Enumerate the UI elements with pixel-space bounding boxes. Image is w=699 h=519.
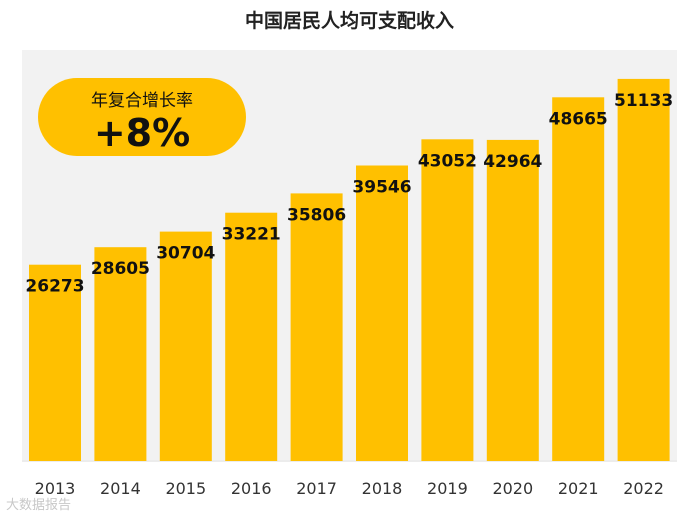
- bar-2018: [356, 165, 408, 461]
- cagr-badge-label: 年复合增长率: [91, 91, 193, 111]
- watermark-text: 大数据报告: [6, 498, 72, 513]
- bars-layer: [29, 78, 670, 462]
- value-label-2017: 35806: [287, 205, 346, 225]
- bar-2022: [617, 78, 670, 462]
- x-tick-label-2017: 2017: [296, 479, 337, 498]
- value-label-2020: 42964: [483, 152, 542, 172]
- bar-2021: [552, 97, 605, 462]
- bar-2015: [159, 231, 212, 461]
- bar-2020: [486, 139, 539, 461]
- value-label-2015: 30704: [156, 244, 215, 264]
- x-tick-label-2019: 2019: [427, 479, 468, 498]
- value-labels-layer: 26273 28605 30704 33221 35806 39546 43052 42964…: [25, 91, 673, 297]
- x-tick-label-2013: 2013: [35, 479, 76, 498]
- bar-2017: [290, 193, 343, 461]
- bar-2014: [94, 247, 147, 461]
- value-label-2019: 43052: [418, 151, 477, 171]
- cagr-badge: 年复合增长率 +8%: [38, 78, 246, 156]
- value-label-2016: 33221: [222, 225, 281, 245]
- value-label-2022: 51133: [614, 91, 673, 111]
- value-label-2021: 48665: [549, 109, 608, 129]
- value-label-2014: 28605: [91, 259, 150, 279]
- x-tick-labels-layer: 2013 2014 2015 2016 2017 2018 2019 2020 2021 2022: [35, 479, 664, 498]
- bar-2013: [29, 264, 81, 461]
- value-label-2018: 39546: [352, 178, 411, 198]
- value-label-2013: 26273: [25, 277, 84, 297]
- x-tick-label-2014: 2014: [100, 479, 141, 498]
- x-tick-label-2015: 2015: [165, 479, 206, 498]
- bar-2019: [421, 139, 474, 462]
- x-tick-label-2020: 2020: [492, 479, 533, 498]
- bar-2016: [225, 212, 278, 461]
- chart-title: 中国居民人均可支配收入: [244, 10, 454, 32]
- x-tick-label-2022: 2022: [623, 479, 664, 498]
- x-tick-label-2016: 2016: [231, 479, 272, 498]
- x-tick-label-2021: 2021: [558, 479, 599, 498]
- cagr-badge-value: +8%: [93, 111, 191, 155]
- x-tick-label-2018: 2018: [362, 479, 403, 498]
